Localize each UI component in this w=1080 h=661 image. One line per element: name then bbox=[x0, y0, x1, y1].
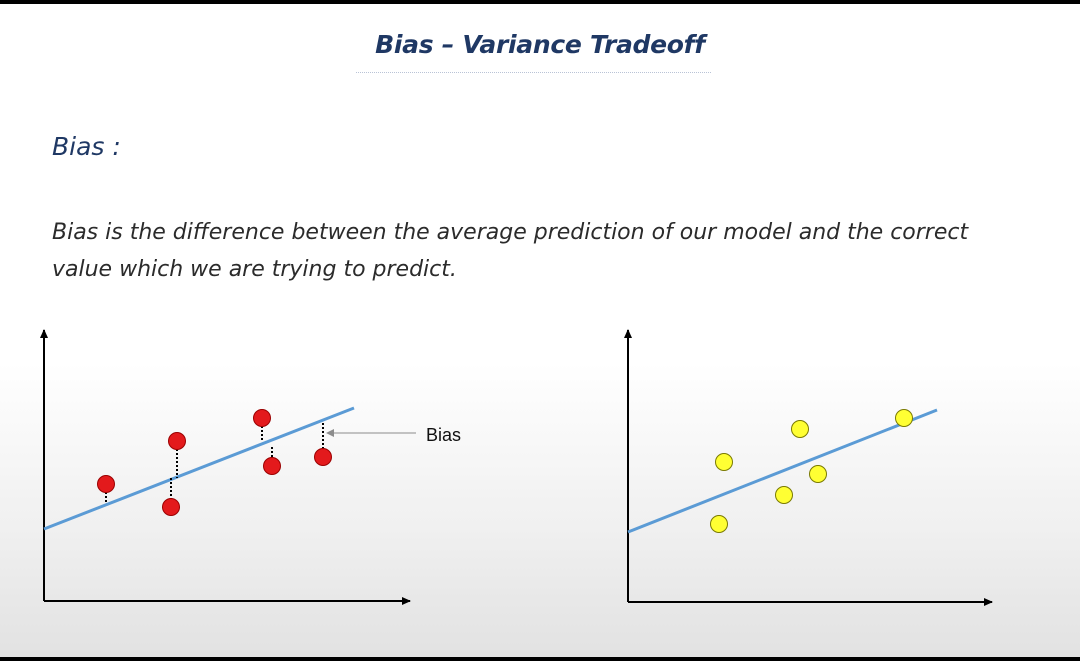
slide: Bias – Variance Tradeoff Bias : Bias is … bbox=[0, 4, 1080, 657]
left-data-point bbox=[97, 475, 115, 493]
right-data-point bbox=[710, 515, 728, 533]
right-data-point bbox=[895, 409, 913, 427]
bias-callout-arrowhead bbox=[326, 429, 334, 437]
left-fit-line bbox=[43, 406, 355, 531]
left-data-point bbox=[162, 498, 180, 516]
title-underline bbox=[356, 72, 711, 73]
bias-callout-label: Bias bbox=[426, 425, 461, 445]
left-data-point bbox=[263, 457, 281, 475]
left-data-point bbox=[253, 409, 271, 427]
left-figure: Bias bbox=[40, 329, 461, 605]
bias-definition: Bias is the difference between the avera… bbox=[52, 220, 969, 282]
left-data-point bbox=[314, 448, 332, 466]
left-data-point bbox=[168, 432, 186, 450]
right-data-point bbox=[775, 486, 793, 504]
right-data-point bbox=[715, 453, 733, 471]
right-fit-line bbox=[627, 408, 938, 534]
right-data-point bbox=[809, 465, 827, 483]
section-heading: Bias : bbox=[52, 132, 121, 161]
right-figure bbox=[624, 329, 993, 606]
slide-title: Bias – Variance Tradeoff bbox=[375, 30, 705, 59]
right-data-point bbox=[791, 420, 809, 438]
